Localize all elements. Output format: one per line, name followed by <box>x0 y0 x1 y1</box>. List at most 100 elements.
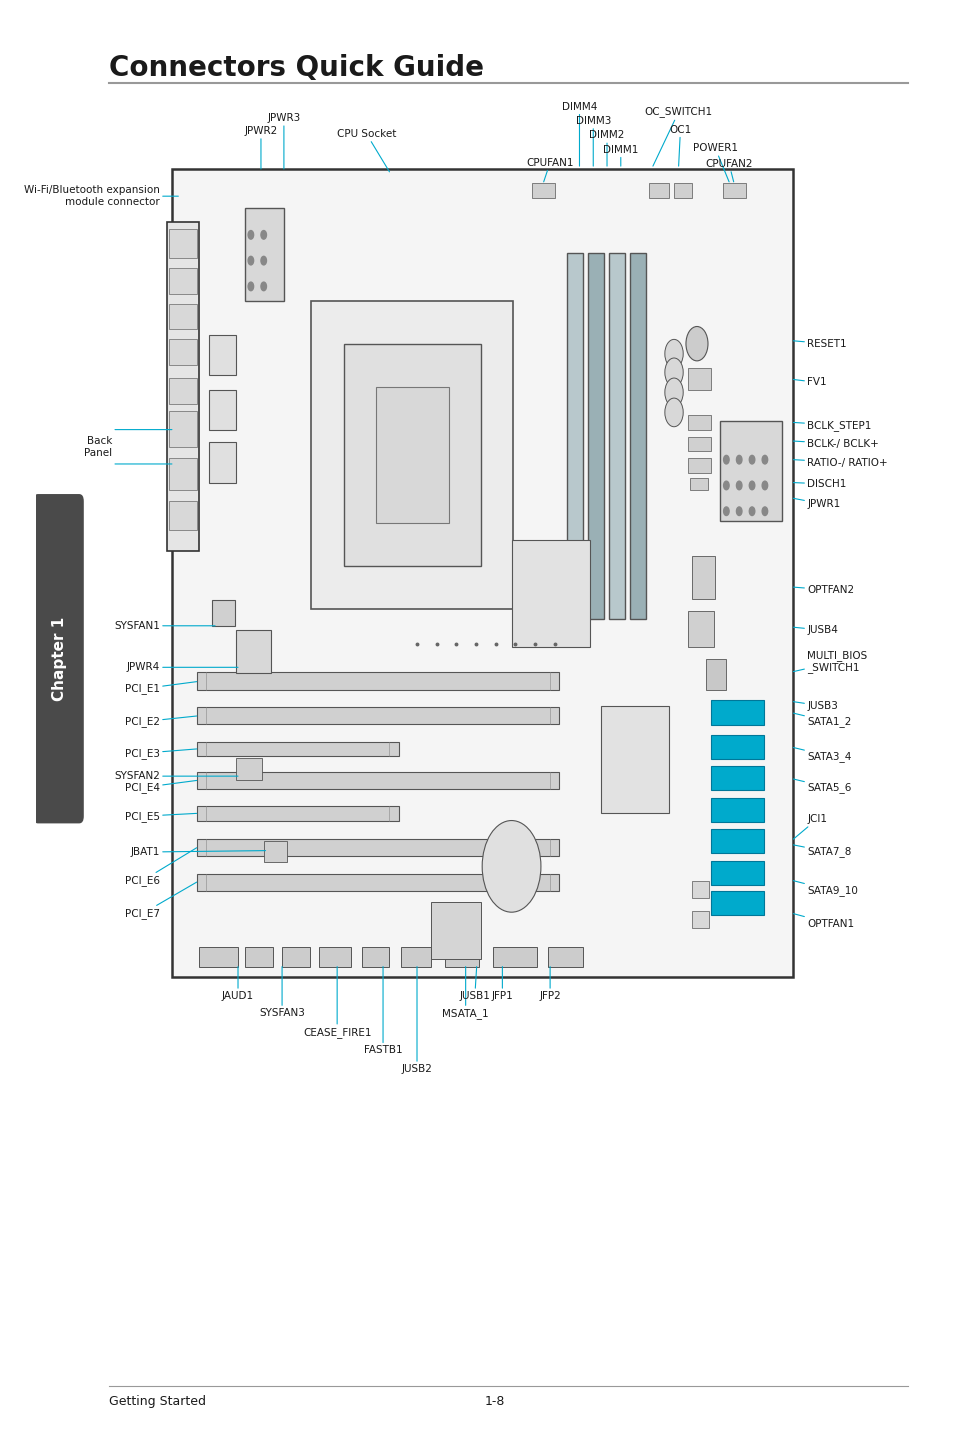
Bar <box>169 458 196 490</box>
Bar <box>196 874 558 891</box>
Circle shape <box>664 398 682 427</box>
Circle shape <box>261 282 266 291</box>
Circle shape <box>248 231 253 239</box>
Bar <box>209 390 236 430</box>
Circle shape <box>736 481 741 490</box>
Bar <box>245 947 273 967</box>
Bar <box>169 268 196 294</box>
Bar <box>199 947 237 967</box>
Bar <box>431 902 480 959</box>
Text: PCI_E3: PCI_E3 <box>125 748 196 759</box>
Bar <box>710 735 763 759</box>
Text: SATA3_4: SATA3_4 <box>793 748 851 762</box>
Text: DIMM1: DIMM1 <box>602 145 638 166</box>
Bar <box>169 229 196 258</box>
Text: OPTFAN1: OPTFAN1 <box>793 914 853 928</box>
Bar <box>687 458 710 473</box>
Bar <box>687 368 710 390</box>
Bar <box>720 421 781 521</box>
Text: JUSB2: JUSB2 <box>401 967 432 1074</box>
Text: CPUFAN1: CPUFAN1 <box>526 158 574 182</box>
Text: JAUD1: JAUD1 <box>222 967 253 1001</box>
Bar <box>710 861 763 885</box>
Bar <box>689 478 707 490</box>
Text: DIMM2: DIMM2 <box>589 130 624 166</box>
Bar <box>236 630 271 673</box>
Text: JPWR4: JPWR4 <box>127 663 237 672</box>
Bar <box>318 947 351 967</box>
Text: DIMM4: DIMM4 <box>561 102 597 166</box>
Text: CEASE_FIRE1: CEASE_FIRE1 <box>303 967 371 1038</box>
Bar <box>692 881 708 898</box>
Bar <box>710 829 763 853</box>
Text: FASTB1: FASTB1 <box>363 967 402 1055</box>
Bar <box>710 700 763 725</box>
Circle shape <box>761 455 767 464</box>
Text: SATA9_10: SATA9_10 <box>793 881 857 896</box>
Bar <box>674 183 692 198</box>
Text: JCI1: JCI1 <box>793 815 826 839</box>
Bar <box>236 758 262 780</box>
Text: Getting Started: Getting Started <box>110 1395 206 1408</box>
Text: MULTI_BIOS
_SWITCH1: MULTI_BIOS _SWITCH1 <box>793 650 866 673</box>
Text: SATA7_8: SATA7_8 <box>793 845 851 858</box>
Text: DIMM3: DIMM3 <box>575 116 610 166</box>
Circle shape <box>748 455 754 464</box>
Bar <box>566 253 582 619</box>
Bar <box>196 806 398 821</box>
Circle shape <box>736 455 741 464</box>
Text: JUSB1: JUSB1 <box>459 967 490 1001</box>
Circle shape <box>748 507 754 516</box>
Bar <box>608 253 625 619</box>
Text: Connectors Quick Guide: Connectors Quick Guide <box>110 54 484 83</box>
Text: PCI_E7: PCI_E7 <box>125 882 196 919</box>
Bar <box>629 253 646 619</box>
Text: SATA1_2: SATA1_2 <box>793 713 851 727</box>
Bar <box>167 222 199 551</box>
Circle shape <box>722 507 728 516</box>
Text: JUSB3: JUSB3 <box>793 702 837 710</box>
Text: PCI_E2: PCI_E2 <box>125 716 196 727</box>
Bar <box>687 611 713 647</box>
Bar <box>196 839 558 856</box>
Bar <box>375 387 449 523</box>
Bar <box>169 501 196 530</box>
Circle shape <box>261 256 266 265</box>
Text: Wi-Fi/Bluetooth expansion
module connector: Wi-Fi/Bluetooth expansion module connect… <box>24 185 160 208</box>
Bar <box>169 304 196 329</box>
Text: JPWR1: JPWR1 <box>793 498 840 508</box>
Bar <box>361 947 389 967</box>
Circle shape <box>748 481 754 490</box>
Circle shape <box>685 326 707 361</box>
FancyBboxPatch shape <box>33 494 84 823</box>
Text: SYSFAN2: SYSFAN2 <box>114 772 237 780</box>
Text: SYSFAN1: SYSFAN1 <box>114 621 214 630</box>
Bar <box>531 183 554 198</box>
Circle shape <box>761 481 767 490</box>
Bar <box>722 183 745 198</box>
Bar <box>311 301 513 609</box>
Bar <box>511 540 589 647</box>
Circle shape <box>481 821 540 912</box>
Text: OC1: OC1 <box>669 125 691 166</box>
Bar <box>245 208 284 301</box>
Text: BCLK_STEP1: BCLK_STEP1 <box>793 420 871 431</box>
Text: FV1: FV1 <box>793 378 826 387</box>
Circle shape <box>664 339 682 368</box>
Bar <box>169 411 196 447</box>
Text: PCI_E6: PCI_E6 <box>125 848 196 886</box>
Bar <box>587 253 603 619</box>
Text: BCLK-/ BCLK+: BCLK-/ BCLK+ <box>793 440 878 448</box>
Bar <box>493 947 537 967</box>
Circle shape <box>722 481 728 490</box>
Bar <box>169 378 196 404</box>
Bar <box>172 169 793 977</box>
Bar <box>263 841 286 862</box>
Text: JFP2: JFP2 <box>538 967 560 1001</box>
Text: Back
Panel: Back Panel <box>84 435 112 458</box>
Text: DISCH1: DISCH1 <box>793 480 845 488</box>
Bar <box>209 335 236 375</box>
Circle shape <box>664 378 682 407</box>
Bar <box>692 911 708 928</box>
Text: RATIO-/ RATIO+: RATIO-/ RATIO+ <box>793 458 887 467</box>
